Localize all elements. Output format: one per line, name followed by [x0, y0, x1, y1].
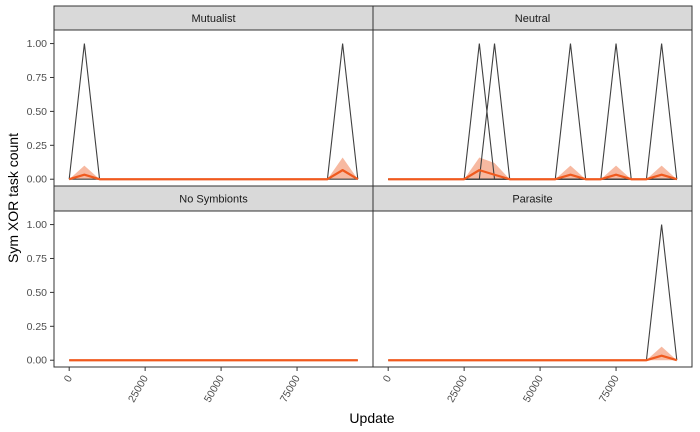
panel-no-symbionts: No Symbionts	[53, 185, 374, 368]
x-tick-label: 0	[62, 373, 75, 384]
x-axes: 0 25000 50000 75000 0 25000 50000 75000	[62, 367, 622, 405]
mean-line	[68, 169, 359, 181]
y-tick-label: 0.50	[27, 106, 48, 118]
panel-background	[373, 211, 692, 367]
panel-mutualist: Mutualist	[53, 5, 374, 187]
y-tick-label: 0.75	[27, 253, 48, 265]
y-tick-label: 0.25	[27, 321, 48, 333]
strip-background	[372, 5, 693, 31]
strip-background	[53, 5, 374, 31]
x-tick-label: 75000	[278, 373, 303, 404]
y-tick-label: 0.25	[27, 140, 48, 152]
x-tick-label: 50000	[202, 373, 227, 404]
strip-background	[53, 185, 374, 212]
panel-background	[54, 211, 373, 367]
y-tick-label: 0.00	[27, 355, 48, 367]
panels-layer: Mutualist Neutral No Symbionts Parasite	[53, 5, 693, 368]
strip-label: Neutral	[515, 13, 550, 25]
y-tick-label: 1.00	[27, 38, 48, 50]
x-tick-label: 75000	[597, 373, 622, 404]
x-tick-label: 25000	[445, 373, 470, 404]
y-axes: 0.00 0.25 0.50 0.75 1.00 0.00 0.25 0.50 0.75 1.00	[27, 38, 54, 367]
x-tick-label: 25000	[126, 373, 151, 404]
strip-label: Mutualist	[191, 13, 235, 25]
x-tick-label: 50000	[521, 373, 546, 404]
x-tick-label: 0	[381, 373, 394, 384]
mean-line	[388, 169, 678, 181]
strip-label: Parasite	[512, 194, 552, 206]
x-axis-title: Update	[349, 410, 394, 426]
y-axis-title: Sym XOR task count	[5, 133, 21, 263]
panel-background	[54, 30, 373, 186]
y-tick-label: 0.75	[27, 72, 48, 84]
strip-background	[372, 185, 693, 212]
y-tick-label: 0.00	[27, 174, 48, 186]
panel-background	[373, 30, 692, 186]
mean-line	[388, 354, 678, 362]
y-tick-label: 1.00	[27, 219, 48, 231]
strip-label: No Symbionts	[179, 194, 248, 206]
panel-parasite: Parasite	[372, 185, 693, 368]
confidence-ribbon	[388, 157, 677, 180]
panel-neutral: Neutral	[372, 5, 693, 187]
y-tick-label: 0.50	[27, 287, 48, 299]
